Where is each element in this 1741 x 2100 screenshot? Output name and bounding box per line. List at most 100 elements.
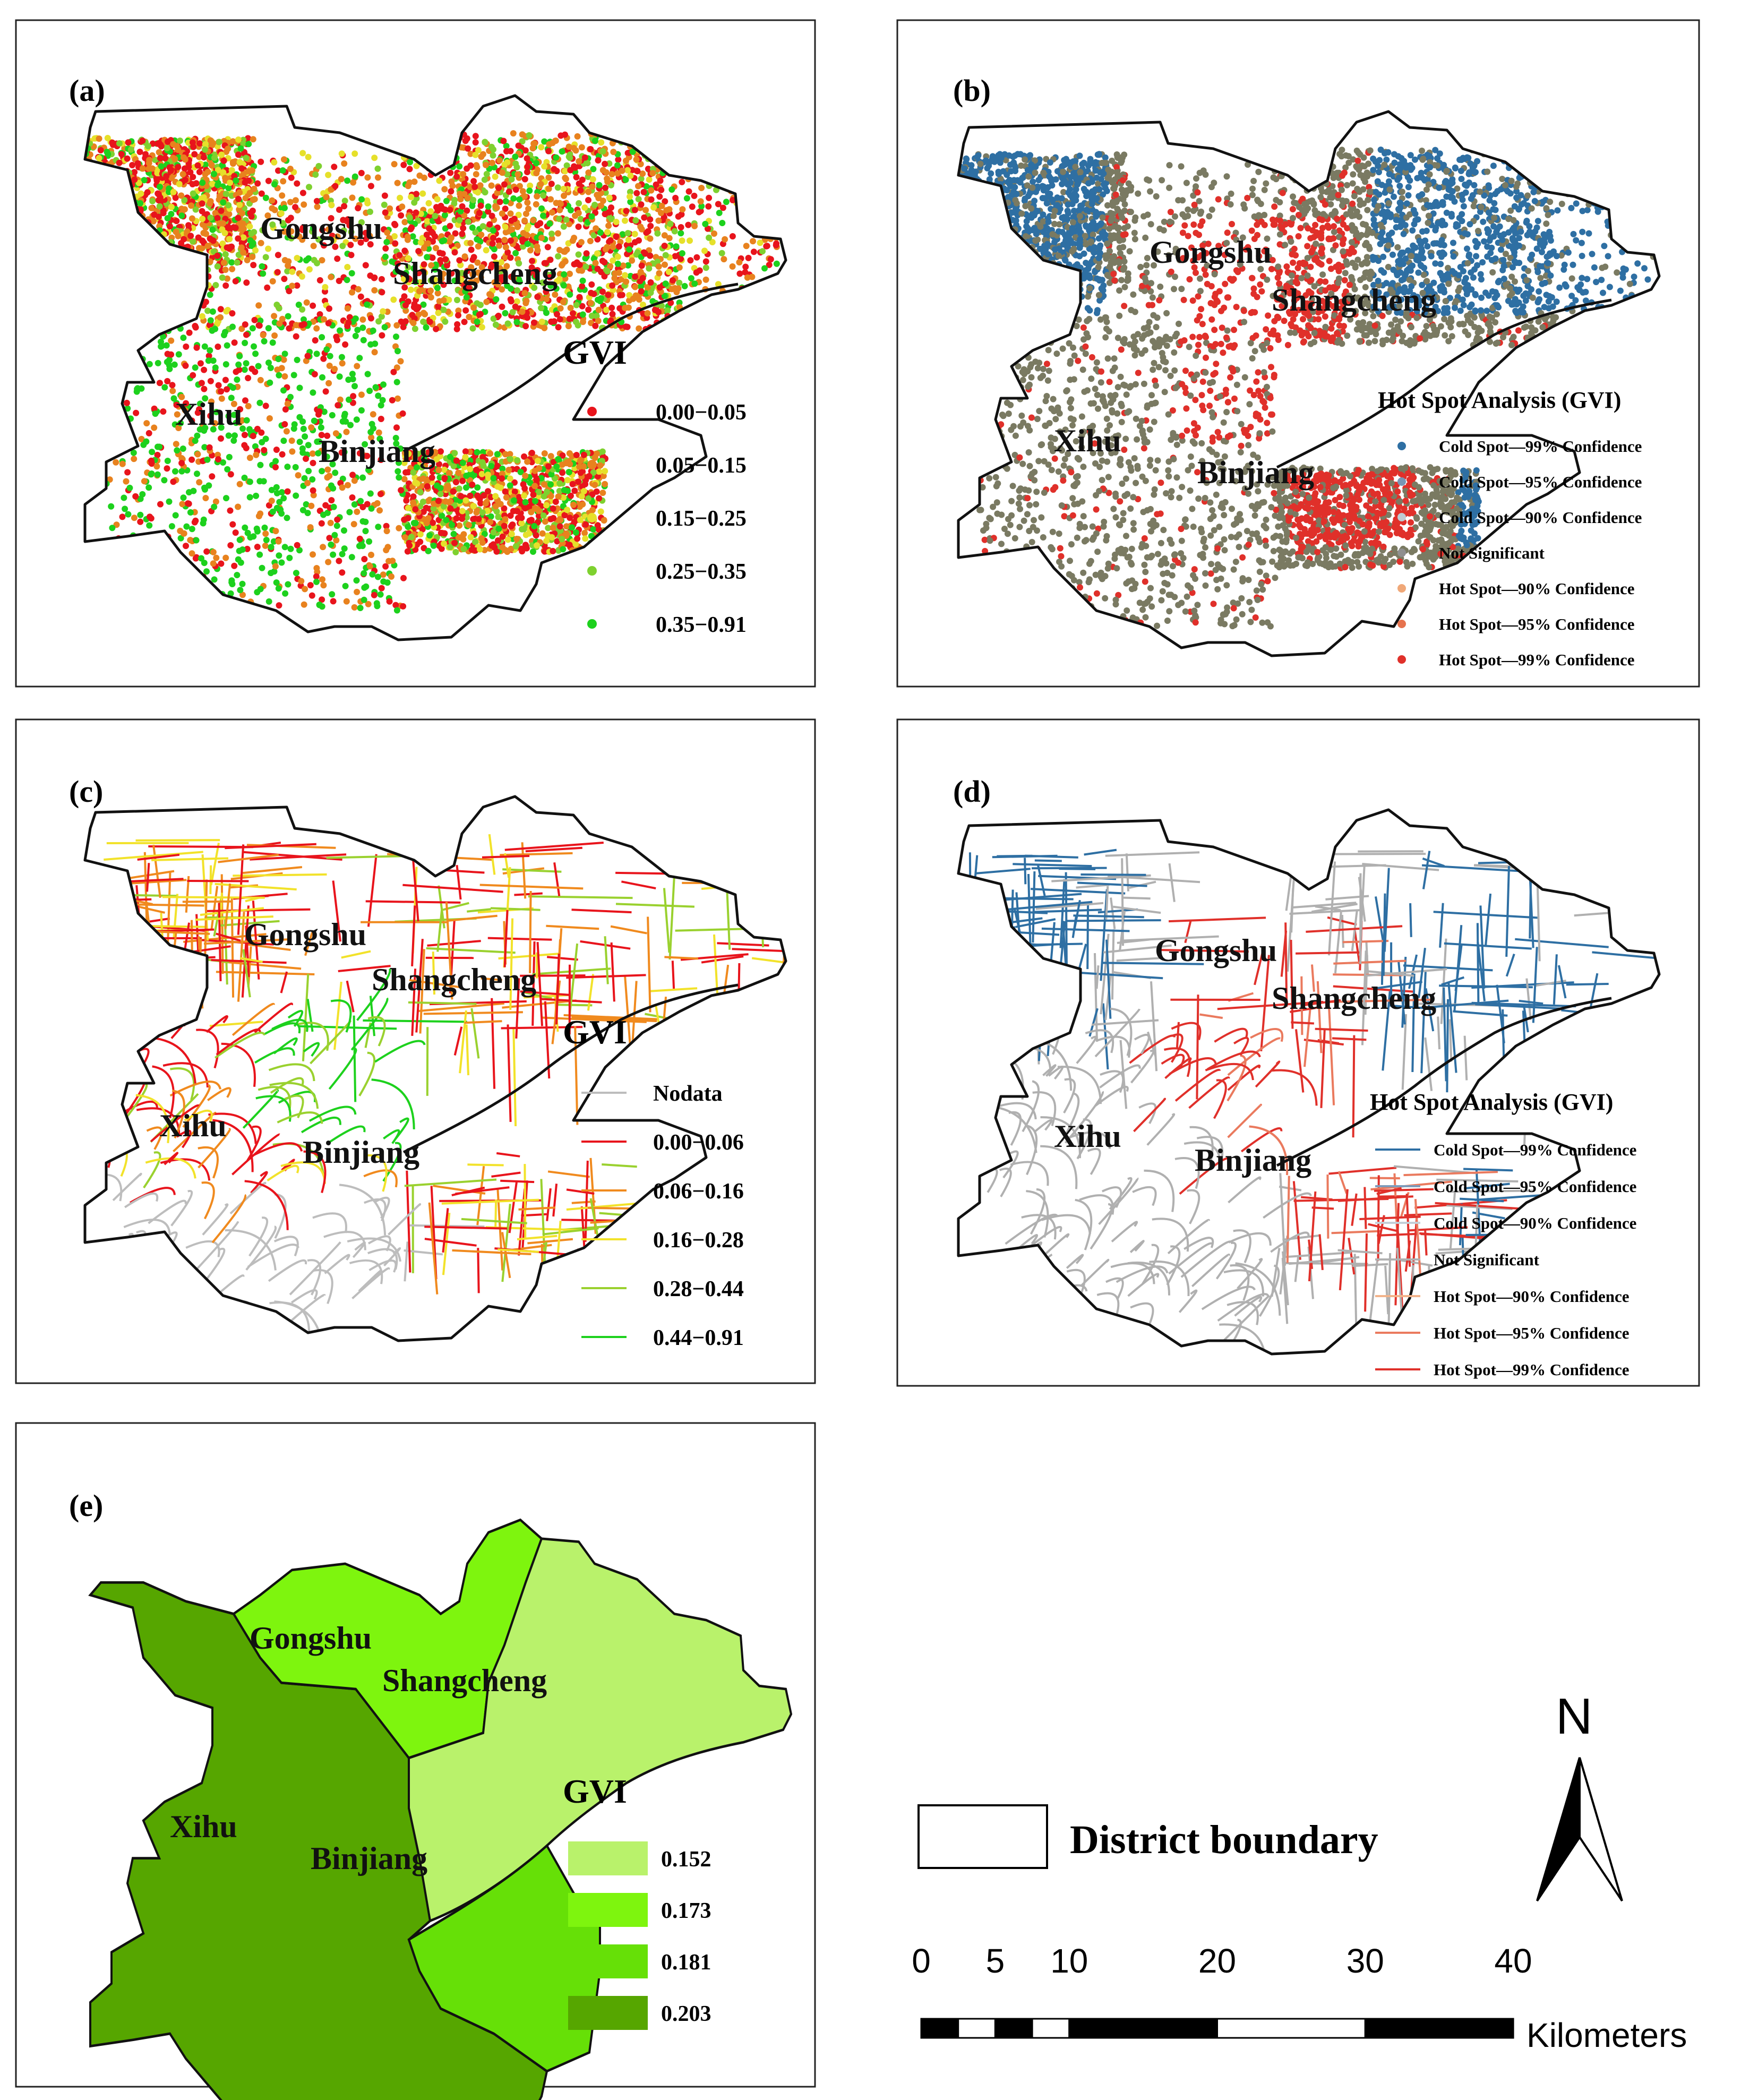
gvi-point: [691, 192, 698, 199]
gvi-point: [538, 305, 545, 312]
gvi-point: [590, 166, 597, 173]
gvi-point: [163, 173, 170, 179]
gvi-point: [510, 508, 517, 515]
gvi-point: [285, 313, 291, 320]
gvi-point: [400, 603, 407, 610]
gvi-point: [396, 474, 402, 481]
gvi-point: [214, 252, 221, 259]
gvi-point: [239, 580, 246, 587]
gvi-point: [246, 478, 253, 485]
gvi-point: [585, 188, 592, 195]
gvi-point: [666, 235, 673, 242]
gvi-point: [229, 138, 236, 145]
gvi-point: [269, 339, 276, 346]
gvi-point: [507, 296, 514, 303]
gvi-point: [319, 576, 325, 583]
gvi-point: [276, 499, 283, 505]
gvi-point: [500, 138, 507, 144]
gvi-point: [534, 542, 541, 549]
gvi-point: [622, 272, 629, 279]
gvi-point: [220, 199, 227, 206]
gvi-point: [451, 249, 458, 256]
gvi-point: [348, 270, 355, 277]
gvi-point: [622, 323, 629, 330]
gvi-point: [383, 528, 390, 535]
gvi-point: [622, 305, 629, 311]
gvi-point: [591, 482, 598, 488]
gvi-point: [553, 463, 560, 470]
gvi-point: [614, 170, 621, 177]
gvi-point: [522, 323, 529, 330]
gvi-point: [522, 499, 529, 505]
gvi-point: [342, 582, 349, 589]
gvi-point: [232, 225, 239, 232]
gvi-point: [167, 167, 174, 174]
gvi-point: [450, 462, 457, 469]
gvi-point: [137, 518, 144, 525]
gvi-point: [560, 298, 567, 305]
gvi-point: [341, 203, 348, 210]
gvi-point: [178, 240, 185, 246]
gvi-point: [631, 230, 638, 237]
gvi-point: [538, 144, 545, 151]
gvi-point: [567, 155, 573, 161]
gvi-point: [664, 307, 671, 314]
gvi-point: [232, 278, 239, 285]
gvi-point: [149, 198, 156, 204]
gvi-point: [190, 190, 196, 197]
gvi-point: [299, 190, 306, 196]
gvi-point: [563, 530, 570, 537]
gvi-point: [588, 281, 595, 288]
gvi-point: [285, 262, 291, 269]
gvi-point: [104, 135, 111, 141]
gvi-point: [490, 475, 497, 482]
gvi-point: [522, 532, 529, 538]
gvi-point: [444, 483, 451, 490]
gvi-point: [134, 160, 141, 167]
gvi-point: [442, 318, 449, 325]
gvi-point: [354, 588, 361, 595]
gvi-point: [227, 507, 234, 514]
gvi-point: [158, 143, 165, 150]
gvi-point: [262, 530, 269, 537]
gvi-point: [189, 139, 196, 146]
gvi-point: [425, 200, 432, 207]
gvi-point: [565, 323, 572, 330]
gvi-point: [647, 279, 654, 286]
gvi-point: [546, 220, 553, 227]
gvi-point: [493, 548, 500, 555]
gvi-point: [250, 433, 256, 440]
gvi-point: [547, 481, 554, 488]
gvi-point: [305, 153, 312, 160]
gvi-point: [499, 533, 506, 540]
gvi-point: [456, 485, 462, 492]
gvi-point: [351, 604, 358, 611]
gvi-point: [528, 509, 535, 516]
gvi-point: [281, 257, 288, 263]
gvi-point: [255, 363, 262, 370]
gvi-point: [602, 211, 608, 218]
gvi-point: [524, 169, 530, 175]
gvi-point: [503, 148, 510, 155]
gvi-point: [193, 344, 200, 351]
gvi-point: [187, 509, 194, 516]
gvi-point: [328, 541, 335, 548]
gvi-point: [266, 415, 273, 422]
gvi-point: [411, 301, 418, 307]
gvi-point: [166, 365, 173, 372]
gvi-point: [454, 321, 461, 328]
gvi-point: [474, 164, 481, 170]
gvi-point: [410, 265, 417, 272]
gvi-point: [639, 170, 646, 177]
gvi-point: [279, 192, 286, 199]
gvi-point: [188, 550, 195, 557]
gvi-point: [393, 379, 400, 385]
gvi-point: [285, 581, 291, 588]
gvi-point: [353, 416, 360, 423]
gvi-point: [222, 175, 229, 182]
gvi-point: [486, 221, 493, 228]
gvi-point: [582, 535, 589, 542]
gvi-point: [759, 248, 766, 255]
gvi-point: [177, 527, 184, 534]
gvi-point: [619, 231, 626, 238]
